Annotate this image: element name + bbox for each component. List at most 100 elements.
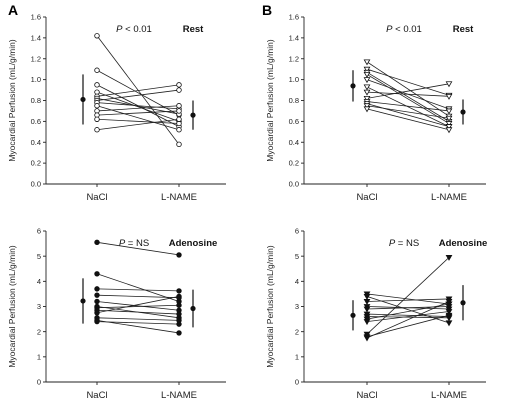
data-point-lname (176, 330, 182, 336)
data-point-lname (176, 82, 182, 88)
y-tick-label: 1.6 (31, 13, 41, 22)
y-tick-label: 1 (295, 352, 299, 361)
data-point-nacl (94, 67, 100, 73)
y-tick-label: 0.6 (31, 117, 41, 126)
subject-line (96, 309, 180, 315)
subject-line (96, 89, 180, 101)
y-tick-label: 1.6 (289, 13, 299, 22)
y-tick-label: 0 (37, 378, 41, 387)
data-point-nacl (94, 116, 100, 122)
mean-marker (190, 112, 196, 118)
data-point-lname (445, 127, 453, 134)
data-point-lname (176, 141, 182, 148)
data-point-nacl (94, 127, 100, 133)
mean-marker (80, 96, 86, 103)
mean-marker (350, 312, 356, 318)
subject-line (96, 273, 180, 302)
chart-A-adenosine: 0 1 2 3 4 5 6 NaCl L-NAME Myocardial Perfusion (m… (7, 227, 226, 401)
subject-line (366, 68, 450, 96)
subject-line (366, 101, 450, 112)
data-point-nacl (94, 103, 100, 109)
data-point-lname (445, 108, 453, 115)
mean-marker (350, 83, 356, 89)
data-point-nacl (94, 310, 100, 316)
subject-line (96, 105, 180, 131)
data-point-nacl (94, 271, 100, 277)
subject-line (96, 91, 180, 122)
data-point-nacl (363, 59, 371, 66)
subject-line (366, 298, 450, 302)
subject-line (366, 74, 450, 124)
data-point-lname (176, 87, 182, 93)
y-tick-label: 0.4 (31, 138, 41, 147)
y-tick-label: 5 (37, 252, 41, 261)
data-point-lname (176, 321, 182, 327)
subject-line (96, 321, 180, 325)
data-point-nacl (94, 318, 100, 325)
x-category-label: L-NAME (431, 390, 467, 401)
subject-line (366, 303, 450, 320)
y-axis-label: Myocardial Perfusion (mL/g/min) (7, 245, 17, 368)
data-point-lname (445, 254, 453, 261)
subject-line (366, 86, 450, 127)
x-category-label: NaCl (356, 390, 377, 401)
x-category-label: L-NAME (431, 192, 467, 203)
subject-line (96, 118, 180, 124)
y-tick-label: 2 (295, 327, 299, 336)
y-tick-label: 1 (37, 352, 41, 361)
data-point-nacl (363, 77, 371, 84)
subject-line (366, 83, 450, 99)
data-point-nacl (363, 103, 371, 110)
subject-line (96, 118, 180, 131)
y-tick-label: 2 (37, 327, 41, 336)
x-category-label: NaCl (86, 192, 107, 203)
subject-line (366, 293, 450, 305)
subject-line (366, 306, 450, 310)
y-tick-label: 1.2 (289, 54, 299, 63)
subject-line (96, 294, 180, 299)
subject-line (366, 108, 450, 131)
y-axis-label: Myocardial Perfusion (mL/g/min) (7, 39, 17, 162)
subject-line (366, 311, 450, 322)
subject-line (366, 313, 450, 317)
condition-label: Adenosine (439, 238, 488, 249)
data-point-nacl (363, 335, 371, 342)
y-tick-label: 0.2 (289, 159, 299, 168)
subject-line (96, 319, 180, 334)
data-point-lname (176, 252, 182, 258)
y-tick-label: 5 (295, 252, 299, 261)
data-point-lname (176, 311, 182, 317)
y-tick-label: 0 (295, 378, 299, 387)
data-point-lname (445, 299, 453, 305)
condition-label: Rest (453, 24, 474, 35)
x-category-label: NaCl (356, 192, 377, 203)
data-point-lname (176, 108, 182, 114)
y-tick-label: 0.0 (31, 180, 41, 189)
data-point-lname (176, 302, 182, 308)
panel-label-b: B (262, 2, 272, 18)
y-tick-label: 6 (37, 227, 41, 236)
data-point-lname (445, 124, 453, 131)
y-tick-label: 3 (295, 302, 299, 311)
subject-line (96, 84, 180, 97)
data-point-nacl (94, 82, 100, 88)
chart-B-adenosine: 0 1 2 3 4 5 6 NaCl L-NAME Myocardial Perfusion (m… (265, 227, 487, 401)
y-axis-label: Myocardial Perfusion (mL/g/min) (265, 245, 275, 368)
data-point-lname (176, 293, 182, 300)
data-point-lname (176, 127, 182, 133)
y-tick-label: 0.6 (289, 117, 299, 126)
subject-line (366, 314, 450, 338)
charts-container: 0.0 0.2 0.4 0.6 0.8 1.0 1.2 1.4 1.6 NaCl L-NAME Myo… (7, 13, 487, 401)
subject-line (366, 61, 450, 117)
data-point-lname (176, 288, 182, 294)
mean-marker (80, 298, 86, 304)
subject-line (96, 110, 180, 116)
x-category-label: NaCl (86, 390, 107, 401)
subject-line (96, 296, 180, 314)
data-point-nacl (363, 66, 371, 73)
p-value-label: P = NS (119, 238, 149, 249)
panel-label-a: A (8, 2, 18, 18)
condition-label: Rest (183, 24, 204, 35)
data-point-lname (176, 116, 182, 122)
data-point-nacl (363, 89, 371, 96)
